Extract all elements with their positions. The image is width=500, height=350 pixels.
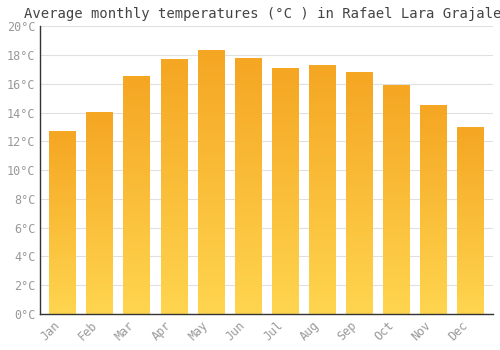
Title: Average monthly temperatures (°C ) in Rafael Lara Grajales: Average monthly temperatures (°C ) in Ra… (24, 7, 500, 21)
